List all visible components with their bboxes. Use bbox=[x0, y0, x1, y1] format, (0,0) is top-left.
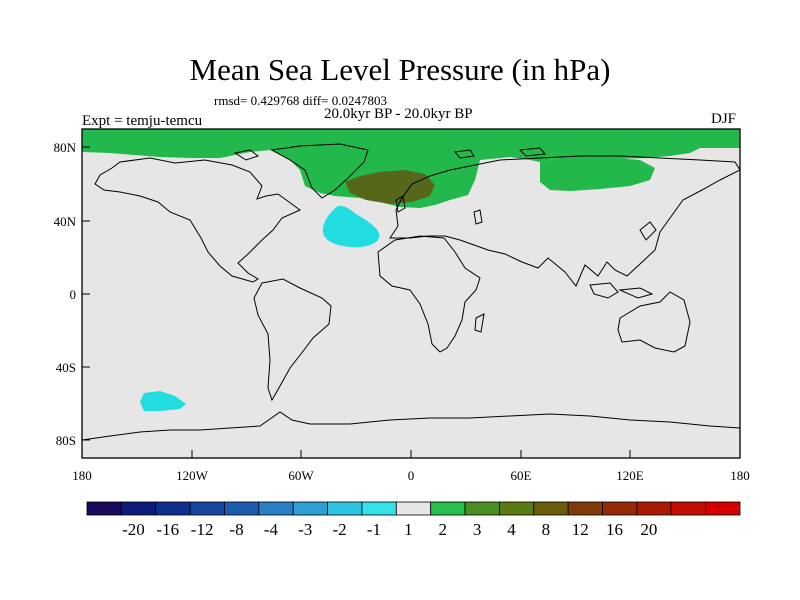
y-tick-label: 0 bbox=[70, 287, 77, 302]
anomaly-northatlantic-olive bbox=[345, 170, 435, 204]
colorbar-swatch bbox=[602, 501, 638, 516]
experiment-label: Expt = temju-temcu bbox=[82, 113, 203, 129]
colorbar-swatch bbox=[395, 501, 432, 516]
colorbar-label: -16 bbox=[156, 520, 179, 539]
y-axis bbox=[82, 146, 90, 441]
colorbar-swatch bbox=[430, 501, 466, 516]
colorbar-label: -4 bbox=[264, 520, 279, 539]
coastlines bbox=[82, 143, 740, 441]
colorbar-swatch bbox=[670, 501, 707, 516]
y-tick-label: 40S bbox=[56, 360, 76, 375]
colorbar-label: 20 bbox=[640, 520, 657, 539]
x-tick-label: 120W bbox=[176, 468, 209, 483]
colorbar-labels: -20 -16 -12 -8 -4 -3 -2 -1 1 2 3 4 8 12 16 20 bbox=[122, 520, 657, 539]
colorbar-label: 4 bbox=[507, 520, 516, 539]
colorbar-swatch bbox=[258, 501, 294, 516]
colorbar-swatch bbox=[636, 501, 672, 516]
anomaly-southpacific-cyan bbox=[140, 391, 186, 411]
x-tick-label: 60W bbox=[288, 468, 314, 483]
colorbar-swatch bbox=[155, 501, 191, 516]
anomaly-siberia-green bbox=[540, 157, 655, 191]
y-tick-labels: 80N 40N 0 40S 80S bbox=[54, 140, 77, 448]
colorbar bbox=[86, 501, 741, 516]
x-tick-label: 180 bbox=[730, 468, 750, 483]
colorbar-label: -2 bbox=[333, 520, 347, 539]
colorbar-swatch bbox=[361, 501, 397, 516]
colorbar-swatch bbox=[533, 501, 569, 516]
anomaly-atlantic-cyan bbox=[322, 205, 380, 248]
colorbar-swatch bbox=[705, 501, 741, 516]
x-tick-label: 120E bbox=[616, 468, 644, 483]
season-label: DJF bbox=[711, 111, 737, 127]
colorbar-label: 16 bbox=[606, 520, 623, 539]
x-tick-label: 0 bbox=[408, 468, 415, 483]
x-tick-label: 60E bbox=[511, 468, 532, 483]
y-tick-label: 80N bbox=[54, 140, 77, 155]
colorbar-label: 3 bbox=[473, 520, 482, 539]
colorbar-swatch bbox=[224, 501, 260, 516]
colorbar-label: 2 bbox=[438, 520, 447, 539]
colorbar-swatch bbox=[327, 501, 363, 516]
colorbar-swatch bbox=[499, 501, 535, 516]
colorbar-swatch bbox=[120, 501, 157, 516]
x-axis bbox=[81, 450, 741, 458]
x-tick-label: 180 bbox=[72, 468, 92, 483]
colorbar-label: -20 bbox=[122, 520, 145, 539]
chart-title: Mean Sea Level Pressure (in hPa) bbox=[189, 52, 611, 87]
colorbar-label: 12 bbox=[572, 520, 589, 539]
colorbar-swatch bbox=[189, 501, 225, 516]
colorbar-label: -3 bbox=[298, 520, 312, 539]
y-tick-label: 40N bbox=[54, 214, 77, 229]
period-label: 20.0kyr BP - 20.0kyr BP bbox=[324, 106, 473, 122]
colorbar-label: -12 bbox=[191, 520, 214, 539]
colorbar-swatch bbox=[464, 501, 500, 516]
x-tick-labels: 180 120W 60W 0 60E 120E 180 bbox=[72, 468, 750, 483]
colorbar-label: -8 bbox=[229, 520, 243, 539]
anomaly-arctic-green bbox=[82, 129, 740, 208]
colorbar-swatch bbox=[567, 501, 603, 516]
colorbar-swatch bbox=[86, 501, 122, 516]
colorbar-label: -1 bbox=[367, 520, 381, 539]
colorbar-label: 1 bbox=[404, 520, 413, 539]
y-tick-label: 80S bbox=[56, 433, 76, 448]
colorbar-label: 8 bbox=[542, 520, 551, 539]
colorbar-swatch bbox=[292, 501, 328, 516]
stats-label: rmsd= 0.429768 diff= 0.0247803 bbox=[214, 93, 387, 108]
map-plot-area bbox=[82, 129, 740, 458]
